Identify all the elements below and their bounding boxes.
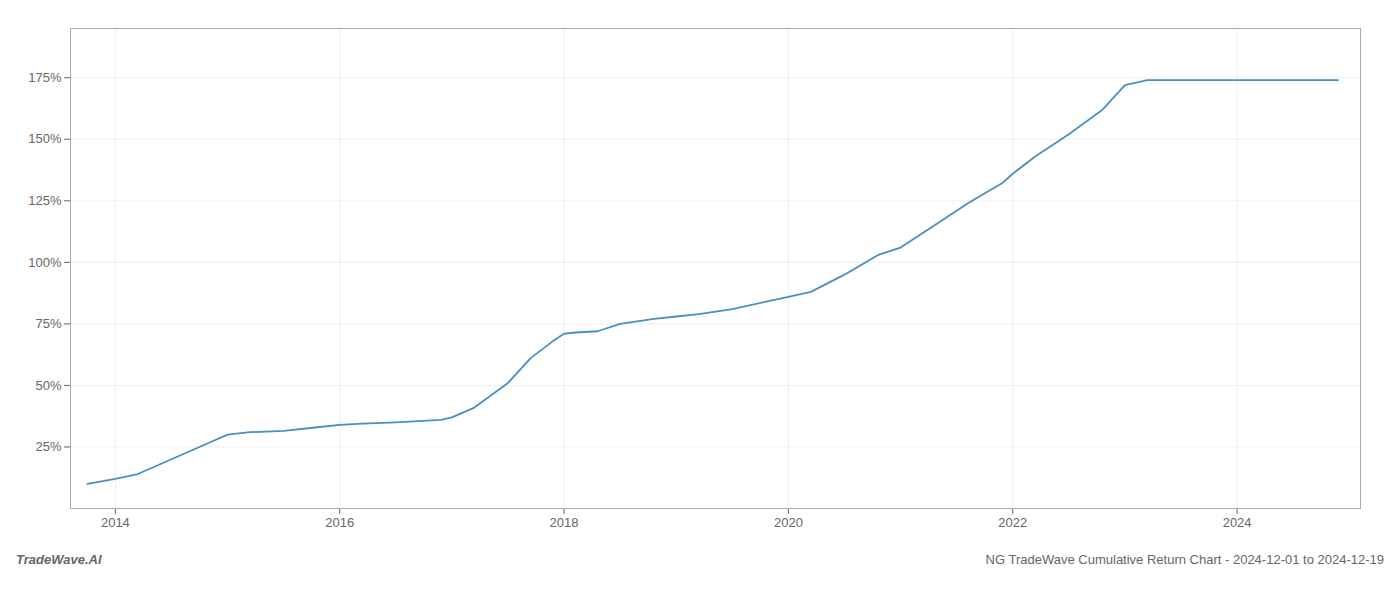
svg-text:75%: 75% (35, 316, 61, 331)
svg-text:2022: 2022 (998, 515, 1027, 530)
svg-text:125%: 125% (28, 193, 62, 208)
svg-text:175%: 175% (28, 70, 62, 85)
svg-text:2020: 2020 (774, 515, 803, 530)
svg-text:150%: 150% (28, 131, 62, 146)
svg-text:2016: 2016 (325, 515, 354, 530)
svg-text:50%: 50% (35, 378, 61, 393)
svg-text:100%: 100% (28, 255, 62, 270)
html-text:NG TradeWave Cumulative Return: NG TradeWave Cumulative Return Chart - 2… (985, 552, 1384, 567)
html-text:TradeWave.AI: TradeWave.AI (16, 552, 102, 567)
svg-text:2014: 2014 (101, 515, 130, 530)
svg-text:2024: 2024 (1223, 515, 1252, 530)
svg-text:25%: 25% (35, 439, 61, 454)
svg-text:2018: 2018 (550, 515, 579, 530)
